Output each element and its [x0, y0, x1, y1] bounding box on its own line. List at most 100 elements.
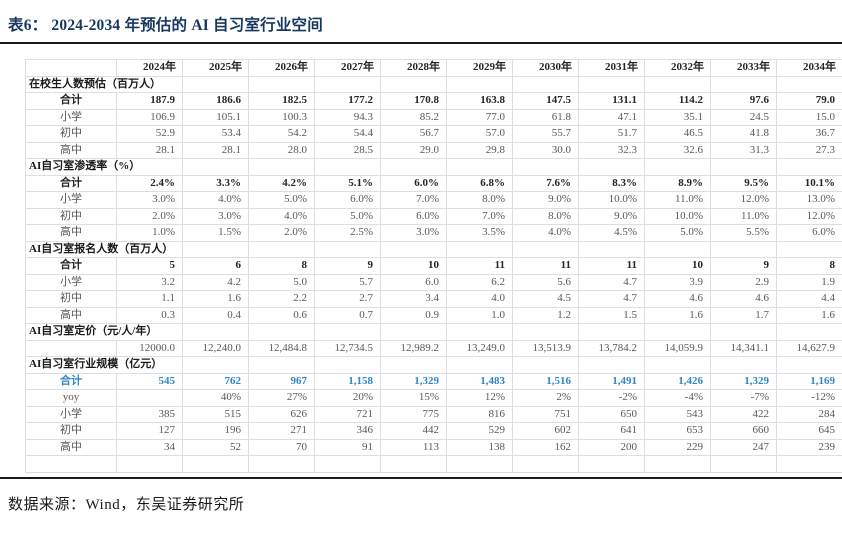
value-cell: 1,426	[644, 372, 711, 390]
value-cell: 5.6	[512, 273, 579, 291]
value-cell: 6.0%	[380, 174, 447, 192]
table-row: 小学 3.0% 4.0% 5.0% 6.0% 7.0% 8.0% 9.0% 10.0% 11.0%…	[25, 191, 842, 209]
value-cell: 9	[710, 257, 777, 275]
blank-cell	[182, 158, 249, 176]
value-cell: -12%	[776, 389, 842, 407]
row-label-cell: 小学	[25, 108, 117, 126]
table-body: 2024年 2025年 2026年 2027年 2028年 2029年 2030年 2031年…	[25, 59, 842, 473]
value-cell: 4.7	[578, 290, 645, 308]
value-cell: 162	[512, 438, 579, 456]
value-cell: 13,784.2	[578, 339, 645, 357]
value-cell: 3.0%	[116, 191, 183, 209]
value-cell: 85.2	[380, 108, 447, 126]
value-cell: 170.8	[380, 92, 447, 110]
value-cell: 1,169	[776, 372, 842, 390]
value-cell: 247	[710, 438, 777, 456]
row-label-cell: 初中	[25, 422, 117, 440]
blank-cell	[578, 240, 645, 258]
year-header-cell: 2025年	[182, 59, 249, 77]
section-header-cell: AI自习室报名人数（百万人）	[25, 240, 183, 258]
blank-cell	[776, 240, 842, 258]
blank-cell	[644, 158, 711, 176]
value-cell: 9.0%	[512, 191, 579, 209]
value-cell: 4.6	[644, 290, 711, 308]
value-cell: 13,249.0	[446, 339, 513, 357]
table-row: 初中 2.0% 3.0% 4.0% 5.0% 6.0% 7.0% 8.0% 9.0% 10.0% 1…	[25, 207, 842, 225]
value-cell: 30.0	[512, 141, 579, 159]
value-cell: 9.5%	[710, 174, 777, 192]
value-cell: 28.5	[314, 141, 381, 159]
row-label-cell: 小学	[25, 405, 117, 423]
value-cell: 529	[446, 422, 513, 440]
blank-cell	[710, 240, 777, 258]
value-cell: 28.1	[116, 141, 183, 159]
value-cell: 12000.0	[116, 339, 183, 357]
value-cell: 7.0%	[380, 191, 447, 209]
year-header-cell: 2026年	[248, 59, 315, 77]
value-cell	[446, 455, 513, 473]
value-cell: 27.3	[776, 141, 842, 159]
value-cell: 2.2	[248, 290, 315, 308]
value-cell: -7%	[710, 389, 777, 407]
year-header-cell: 2032年	[644, 59, 711, 77]
value-cell: 239	[776, 438, 842, 456]
blank-cell	[644, 323, 711, 341]
value-cell: 8.0%	[512, 207, 579, 225]
value-cell: 4.2	[182, 273, 249, 291]
value-cell: 35.1	[644, 108, 711, 126]
value-cell: 4.4	[776, 290, 842, 308]
value-cell: 5.0%	[314, 207, 381, 225]
value-cell: 1.7	[710, 306, 777, 324]
table-row: 高中 0.3 0.4 0.6 0.7 0.9 1.0 1.2 1.5 1.6 1.7 1.6	[25, 306, 842, 324]
value-cell: 775	[380, 405, 447, 423]
value-cell: 12.0%	[776, 207, 842, 225]
value-cell: 7.6%	[512, 174, 579, 192]
section-header-cell: AI自习室行业规模（亿元）	[25, 356, 183, 374]
year-header-cell: 2024年	[116, 59, 183, 77]
value-cell: 20%	[314, 389, 381, 407]
row-label-cell: 小学	[25, 191, 117, 209]
value-cell: 1.9	[776, 273, 842, 291]
value-cell: 10.1%	[776, 174, 842, 192]
value-cell: 5.0	[248, 273, 315, 291]
value-cell: 56.7	[380, 125, 447, 143]
value-cell: 57.0	[446, 125, 513, 143]
blank-cell	[182, 240, 249, 258]
blank-cell	[314, 356, 381, 374]
section-header-row: 在校生人数预估（百万人）	[25, 75, 842, 93]
value-cell: 4.6	[710, 290, 777, 308]
table-row: 合计 187.9 186.6 182.5 177.2 170.8 163.8 147.5 131…	[25, 92, 842, 110]
row-label-cell: 高中	[25, 438, 117, 456]
table-row: yoy 40% 27% 20% 15% 12% 2% -2% -4% -7% -12%	[25, 389, 842, 407]
table-row: 小学 385 515 626 721 775 816 751 650 543 422 284	[25, 405, 842, 423]
value-cell: 47.1	[578, 108, 645, 126]
blank-cell	[380, 75, 447, 93]
value-cell: 967	[248, 372, 315, 390]
value-cell: 385	[116, 405, 183, 423]
value-cell: 41.8	[710, 125, 777, 143]
blank-cell	[446, 323, 513, 341]
top-rule-divider	[0, 42, 842, 44]
value-cell: 9.0%	[578, 207, 645, 225]
value-cell: 11	[512, 257, 579, 275]
value-cell: 8.9%	[644, 174, 711, 192]
value-cell: 626	[248, 405, 315, 423]
table-row: 合计 2.4% 3.3% 4.2% 5.1% 6.0% 6.8% 7.6% 8.3% 8.9% 9.…	[25, 174, 842, 192]
row-label-cell	[25, 339, 117, 357]
blank-cell	[776, 356, 842, 374]
value-cell: 12,989.2	[380, 339, 447, 357]
blank-cell	[512, 75, 579, 93]
year-header-cell: 2027年	[314, 59, 381, 77]
value-cell: 422	[710, 405, 777, 423]
value-cell: 11	[578, 257, 645, 275]
value-cell: 6	[182, 257, 249, 275]
value-cell: 113	[380, 438, 447, 456]
value-cell: 5.7	[314, 273, 381, 291]
value-cell: 28.1	[182, 141, 249, 159]
value-cell: 196	[182, 422, 249, 440]
value-cell	[578, 455, 645, 473]
table-row: 初中 52.9 53.4 54.2 54.4 56.7 57.0 55.7 51.7 46.5 41…	[25, 125, 842, 143]
value-cell: 10	[644, 257, 711, 275]
value-cell: 2.9	[710, 273, 777, 291]
value-cell: 52.9	[116, 125, 183, 143]
